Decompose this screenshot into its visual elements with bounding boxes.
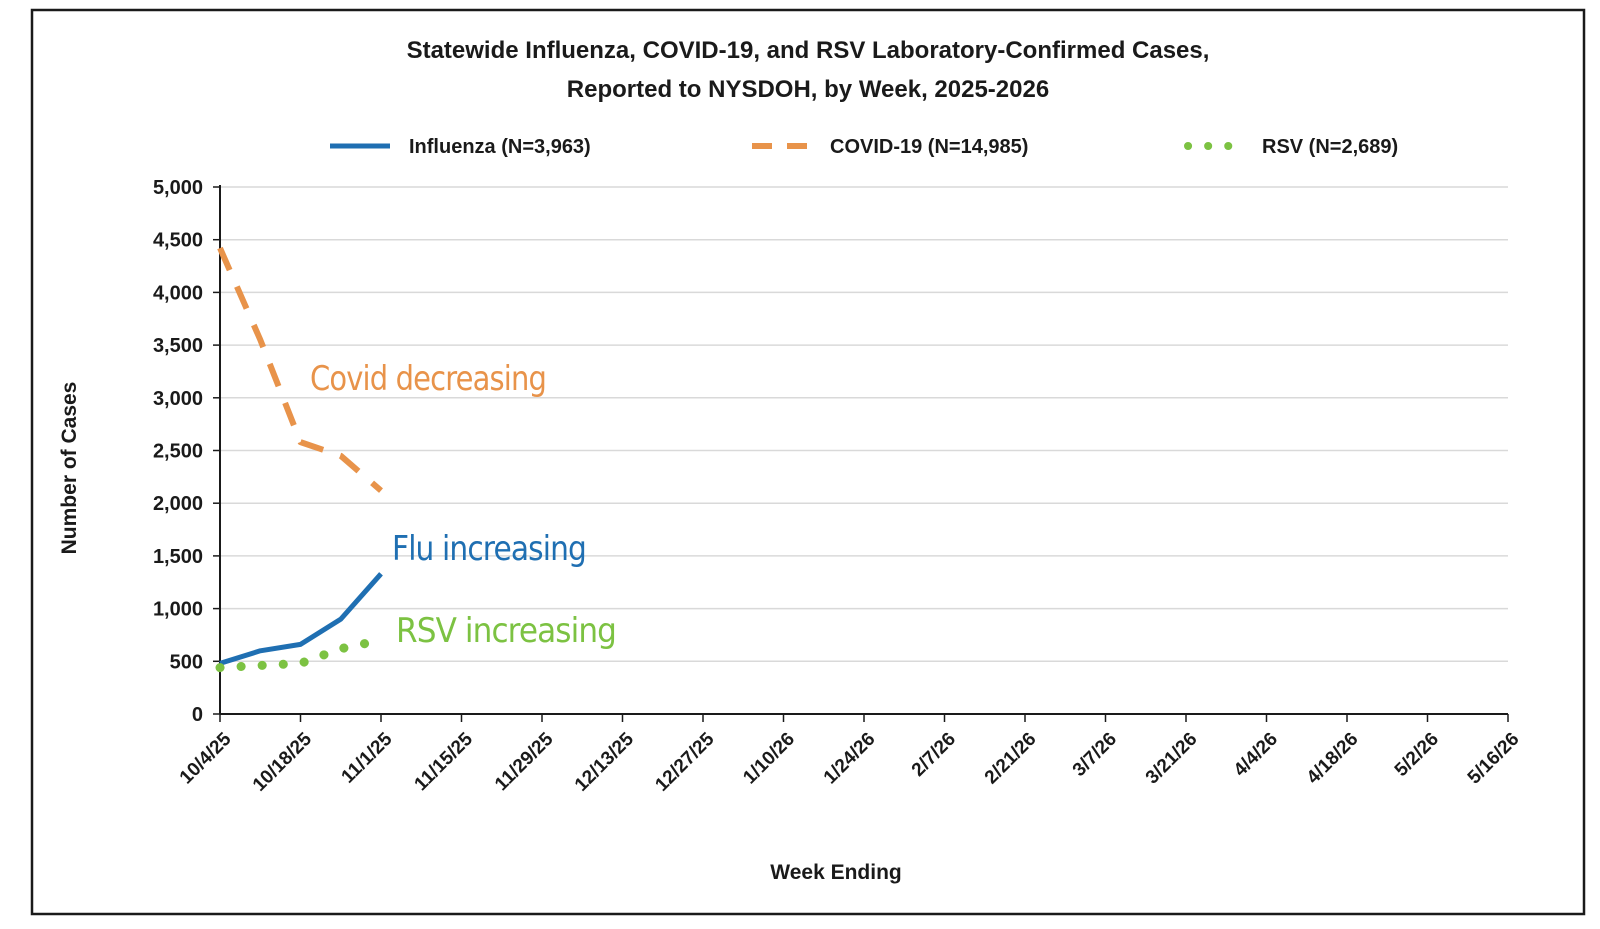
y-tick-label: 4,500 bbox=[153, 230, 203, 252]
legend-covid-label: COVID-19 (N=14,985) bbox=[830, 136, 1028, 158]
legend-influenza-label: Influenza (N=3,963) bbox=[409, 136, 591, 158]
series-lines bbox=[215, 246, 386, 673]
annotations: Covid decreasing Flu increasing RSV increa… bbox=[310, 359, 617, 651]
legend: Influenza (N=3,963) COVID-19 (N=14,985) … bbox=[330, 136, 1398, 158]
y-tick-label: 4,000 bbox=[153, 282, 203, 304]
y-axis-title: Number of Cases bbox=[58, 382, 81, 555]
y-axis-ticks: 0 500 1,000 1,500 2,000 2,500 3,000 3,500 4,000 4… bbox=[153, 177, 220, 726]
y-tick-label: 5,000 bbox=[153, 177, 203, 199]
annotation-covid-decreasing: Covid decreasing bbox=[310, 359, 546, 399]
y-tick-label: 2,500 bbox=[153, 441, 203, 463]
y-tick-label: 3,500 bbox=[153, 335, 203, 357]
legend-rsv-label: RSV (N=2,689) bbox=[1262, 136, 1398, 158]
covid-19-line bbox=[217, 246, 383, 493]
y-tick-label: 2,000 bbox=[153, 493, 203, 515]
y-tick-label: 1,000 bbox=[153, 599, 203, 621]
rsv-line bbox=[215, 635, 386, 673]
influenza-line bbox=[219, 572, 383, 666]
y-tick-label: 3,000 bbox=[153, 388, 203, 410]
chart-title-line-1: Statewide Influenza, COVID-19, and RSV L… bbox=[407, 37, 1210, 64]
y-tick-label: 1,500 bbox=[153, 546, 203, 568]
annotation-flu-increasing: Flu increasing bbox=[392, 529, 586, 569]
axes bbox=[219, 185, 1508, 715]
y-tick-label: 0 bbox=[192, 704, 203, 726]
annotation-rsv-increasing: RSV increasing bbox=[396, 611, 616, 651]
x-axis-title: Week Ending bbox=[770, 861, 901, 884]
gridlines bbox=[220, 186, 1508, 663]
chart-title-line-2: Reported to NYSDOH, by Week, 2025-2026 bbox=[567, 76, 1049, 103]
y-tick-label: 500 bbox=[170, 651, 203, 673]
chart-border bbox=[30, 8, 1586, 916]
